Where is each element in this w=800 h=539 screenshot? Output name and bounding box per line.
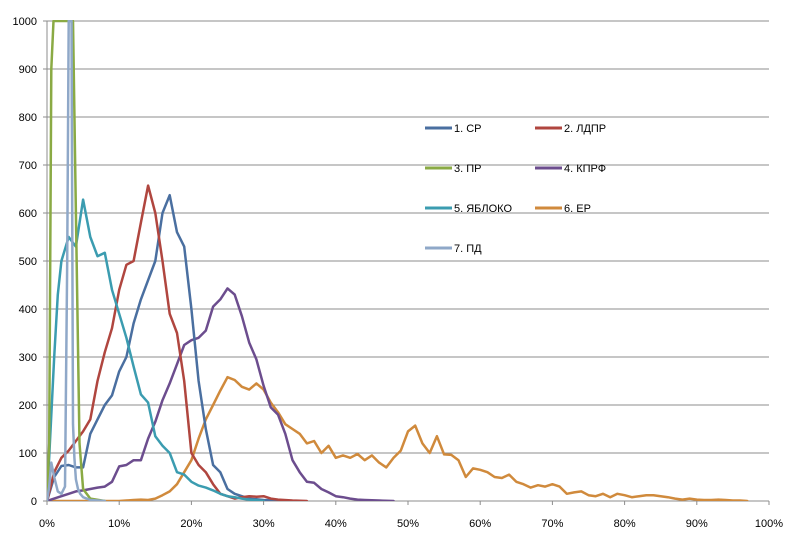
legend-label: 7. ПД: [454, 243, 482, 255]
legend-label: 2. ЛДПР: [564, 123, 606, 135]
x-tick-label: 90%: [686, 518, 708, 530]
y-tick-label: 700: [19, 160, 37, 172]
x-tick-label: 10%: [108, 518, 130, 530]
x-tick-label: 80%: [614, 518, 636, 530]
series-lines: [47, 20, 749, 501]
series-line-6: [47, 375, 749, 501]
legend-label: 5. ЯБЛОКО: [454, 203, 512, 215]
y-tick-label: 500: [19, 256, 37, 268]
legend-label: 6. ЕР: [564, 203, 591, 215]
y-tick-label: 1000: [13, 16, 37, 28]
x-tick-label: 50%: [397, 518, 419, 530]
y-axis-tick-labels: 0 100 200 300 400 500 600 700 800 900 1000: [13, 16, 37, 508]
series-line-2: [47, 184, 309, 501]
y-tick-label: 0: [31, 496, 37, 508]
x-tick-label: 20%: [180, 518, 202, 530]
series-line-3: [47, 20, 107, 501]
y-tick-label: 200: [19, 400, 37, 412]
x-tick-label: 60%: [469, 518, 491, 530]
legend-label: 1. СР: [454, 123, 482, 135]
series-line-4: [47, 287, 395, 501]
x-tick-label: 70%: [541, 518, 563, 530]
x-tick-label: 0%: [39, 518, 55, 530]
x-tick-label: 40%: [325, 518, 347, 530]
y-tick-label: 900: [19, 64, 37, 76]
y-tick-label: 100: [19, 448, 37, 460]
legend-label: 3. ПР: [454, 163, 481, 175]
series-line-7: [47, 20, 107, 501]
y-tick-label: 800: [19, 112, 37, 124]
x-axis-tick-labels: 0% 10% 20% 30% 40% 50% 60% 70% 80% 90% 100%: [39, 518, 783, 530]
gridlines: [47, 20, 769, 454]
y-tick-label: 600: [19, 208, 37, 220]
x-tick-label: 100%: [755, 518, 783, 530]
y-tick-label: 300: [19, 352, 37, 364]
series-line-5: [47, 198, 265, 501]
axes: [43, 20, 770, 505]
legend-label: 4. КПРФ: [564, 163, 606, 175]
series-line-1: [47, 193, 301, 501]
x-tick-label: 30%: [253, 518, 275, 530]
legend: 1. СР 2. ЛДПР 3. ПР 4. КПРФ 5. ЯБЛОКО 6. ЕР 7.…: [425, 123, 606, 255]
y-tick-label: 400: [19, 304, 37, 316]
